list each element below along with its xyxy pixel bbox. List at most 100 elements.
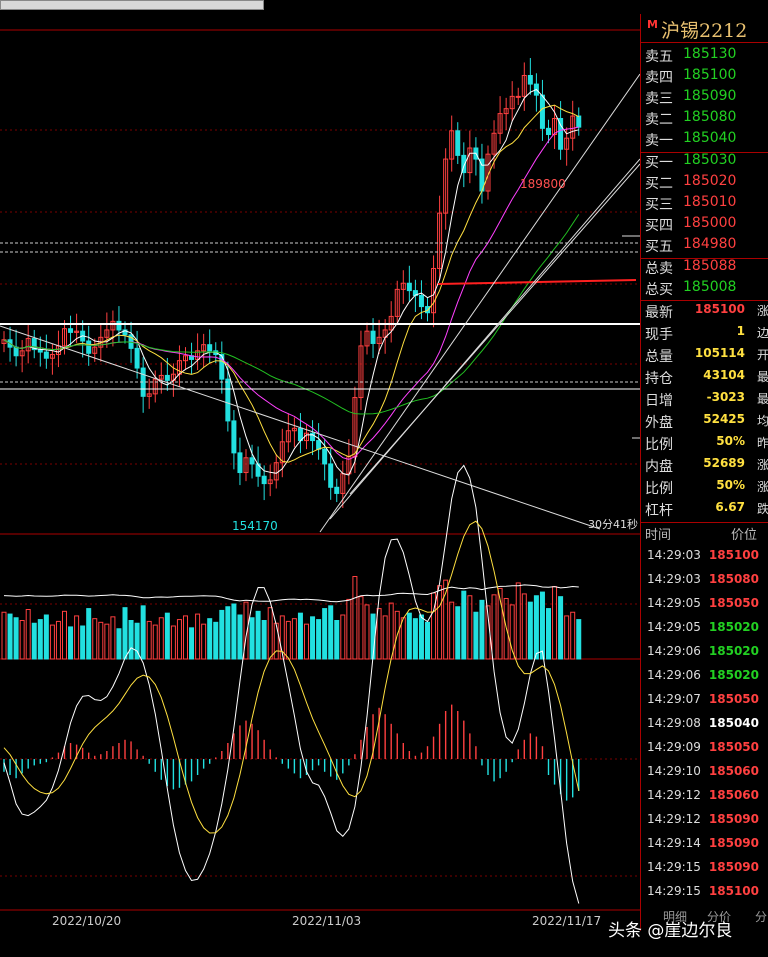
tick-row: 14:29:06 185020 [647, 644, 759, 658]
candle-body [570, 115, 576, 139]
tab-price-dist[interactable]: 分价 [707, 910, 732, 924]
volume-bar [152, 624, 158, 660]
volume-bar [55, 620, 61, 660]
volume-bar [322, 608, 328, 660]
volume-bar [479, 599, 485, 660]
volume-bar [170, 625, 176, 660]
volume-bar [201, 623, 207, 660]
volume-bar [122, 607, 128, 660]
volume-bar [86, 608, 92, 660]
candle-body [497, 113, 503, 134]
ask-row: 卖三 185090 [645, 88, 737, 107]
candle-body [521, 74, 527, 97]
volume-bar [237, 614, 243, 660]
volume-bar [455, 606, 461, 660]
moving-averages-layer [3, 88, 580, 476]
bid-row: 买五 184980 [645, 236, 737, 255]
volume-bar [98, 621, 104, 660]
candle-body [558, 118, 564, 150]
candle-body [279, 441, 285, 464]
candle-body [158, 374, 164, 380]
stat-row: 杠杆 6.67 跌 [645, 500, 768, 519]
market-icon: M [647, 18, 658, 31]
volume-bar [546, 608, 551, 660]
volume-bar [243, 601, 249, 660]
candle-body [358, 345, 364, 399]
volume-bar [176, 619, 182, 660]
stat-row: 比例 50% 涨 [645, 478, 768, 497]
volume-bar [291, 618, 297, 660]
volume-bar [249, 617, 255, 660]
volume-bar [539, 591, 545, 660]
x-label: 2022/11/17 [532, 914, 602, 928]
volume-bar [425, 621, 430, 660]
candle-body [322, 448, 328, 465]
candle-body [576, 115, 582, 128]
candle-body [68, 328, 74, 333]
volume-bar [62, 610, 67, 660]
stat-row: 外盘 52425 均 [645, 412, 768, 431]
candle-body [316, 440, 322, 450]
candle-body [74, 330, 80, 333]
volume-bar [394, 610, 400, 660]
candle-body [394, 288, 400, 317]
stat-row: 现手 1 边 [645, 324, 768, 343]
bid-row: 买二 185020 [645, 173, 737, 192]
candle-body [86, 340, 92, 354]
candle-body [310, 432, 316, 442]
candle-body [207, 344, 213, 352]
volume-bar [304, 623, 309, 660]
ma10-line [3, 104, 580, 463]
candle-body [49, 354, 55, 359]
tick-row: 14:29:15 185090 [647, 860, 759, 874]
divider [641, 42, 768, 43]
volume-bar [443, 579, 449, 660]
menu-strip[interactable] [0, 0, 264, 10]
candle-body [219, 354, 225, 380]
ask-row: 卖二 185080 [645, 109, 737, 128]
ask-row: 卖四 185100 [645, 67, 737, 86]
volume-bar [576, 619, 582, 660]
candle-body [400, 282, 406, 290]
stat-row: 最新 185100 涨 [645, 302, 768, 321]
volume-bar [31, 622, 37, 660]
volume-bar [358, 596, 364, 660]
tick-row: 14:29:03 185100 [647, 548, 759, 562]
volume-bar [497, 587, 503, 660]
stat-row: 内盘 52689 涨 [645, 456, 768, 475]
volume-bar [364, 604, 370, 660]
candle-body [261, 475, 267, 485]
ticks-header: 时间 价位 [645, 528, 757, 543]
tab-detail[interactable]: 明细 [663, 910, 688, 924]
volume-bar [491, 594, 497, 660]
volume-bar [19, 620, 25, 660]
candle-body [370, 330, 376, 344]
high-price-label: 189800 [520, 177, 566, 191]
volume-bar [418, 614, 424, 660]
stat-row: 总量 105114 开 [645, 346, 768, 365]
tick-row: 14:29:08 185040 [647, 716, 759, 730]
symbol-name[interactable]: 沪锡2212 [661, 20, 748, 42]
volume-bar [570, 611, 576, 660]
volume-bar [158, 617, 164, 660]
volume-bar [116, 628, 122, 660]
candle-body [104, 329, 110, 338]
trendlines-layer [0, 73, 640, 533]
candle-body [546, 127, 551, 135]
dea-line [3, 520, 580, 834]
candle-body [43, 351, 49, 359]
volume-bar [225, 606, 231, 660]
bid-row: 买三 185010 [645, 194, 737, 213]
tab-more[interactable]: 分 [755, 910, 768, 924]
x-label: 2022/11/03 [292, 914, 362, 928]
candle-body [237, 452, 243, 474]
volume-bar [134, 622, 140, 660]
candle-body [285, 430, 291, 443]
volume-bar [316, 619, 322, 660]
ma60-line [3, 214, 580, 415]
candle-body [13, 346, 19, 357]
candle-body [267, 479, 273, 485]
kline-chart[interactable]: 189800 154170 30分41秒 [0, 14, 640, 931]
volume-bar [521, 593, 527, 660]
volume-bar [255, 610, 261, 660]
